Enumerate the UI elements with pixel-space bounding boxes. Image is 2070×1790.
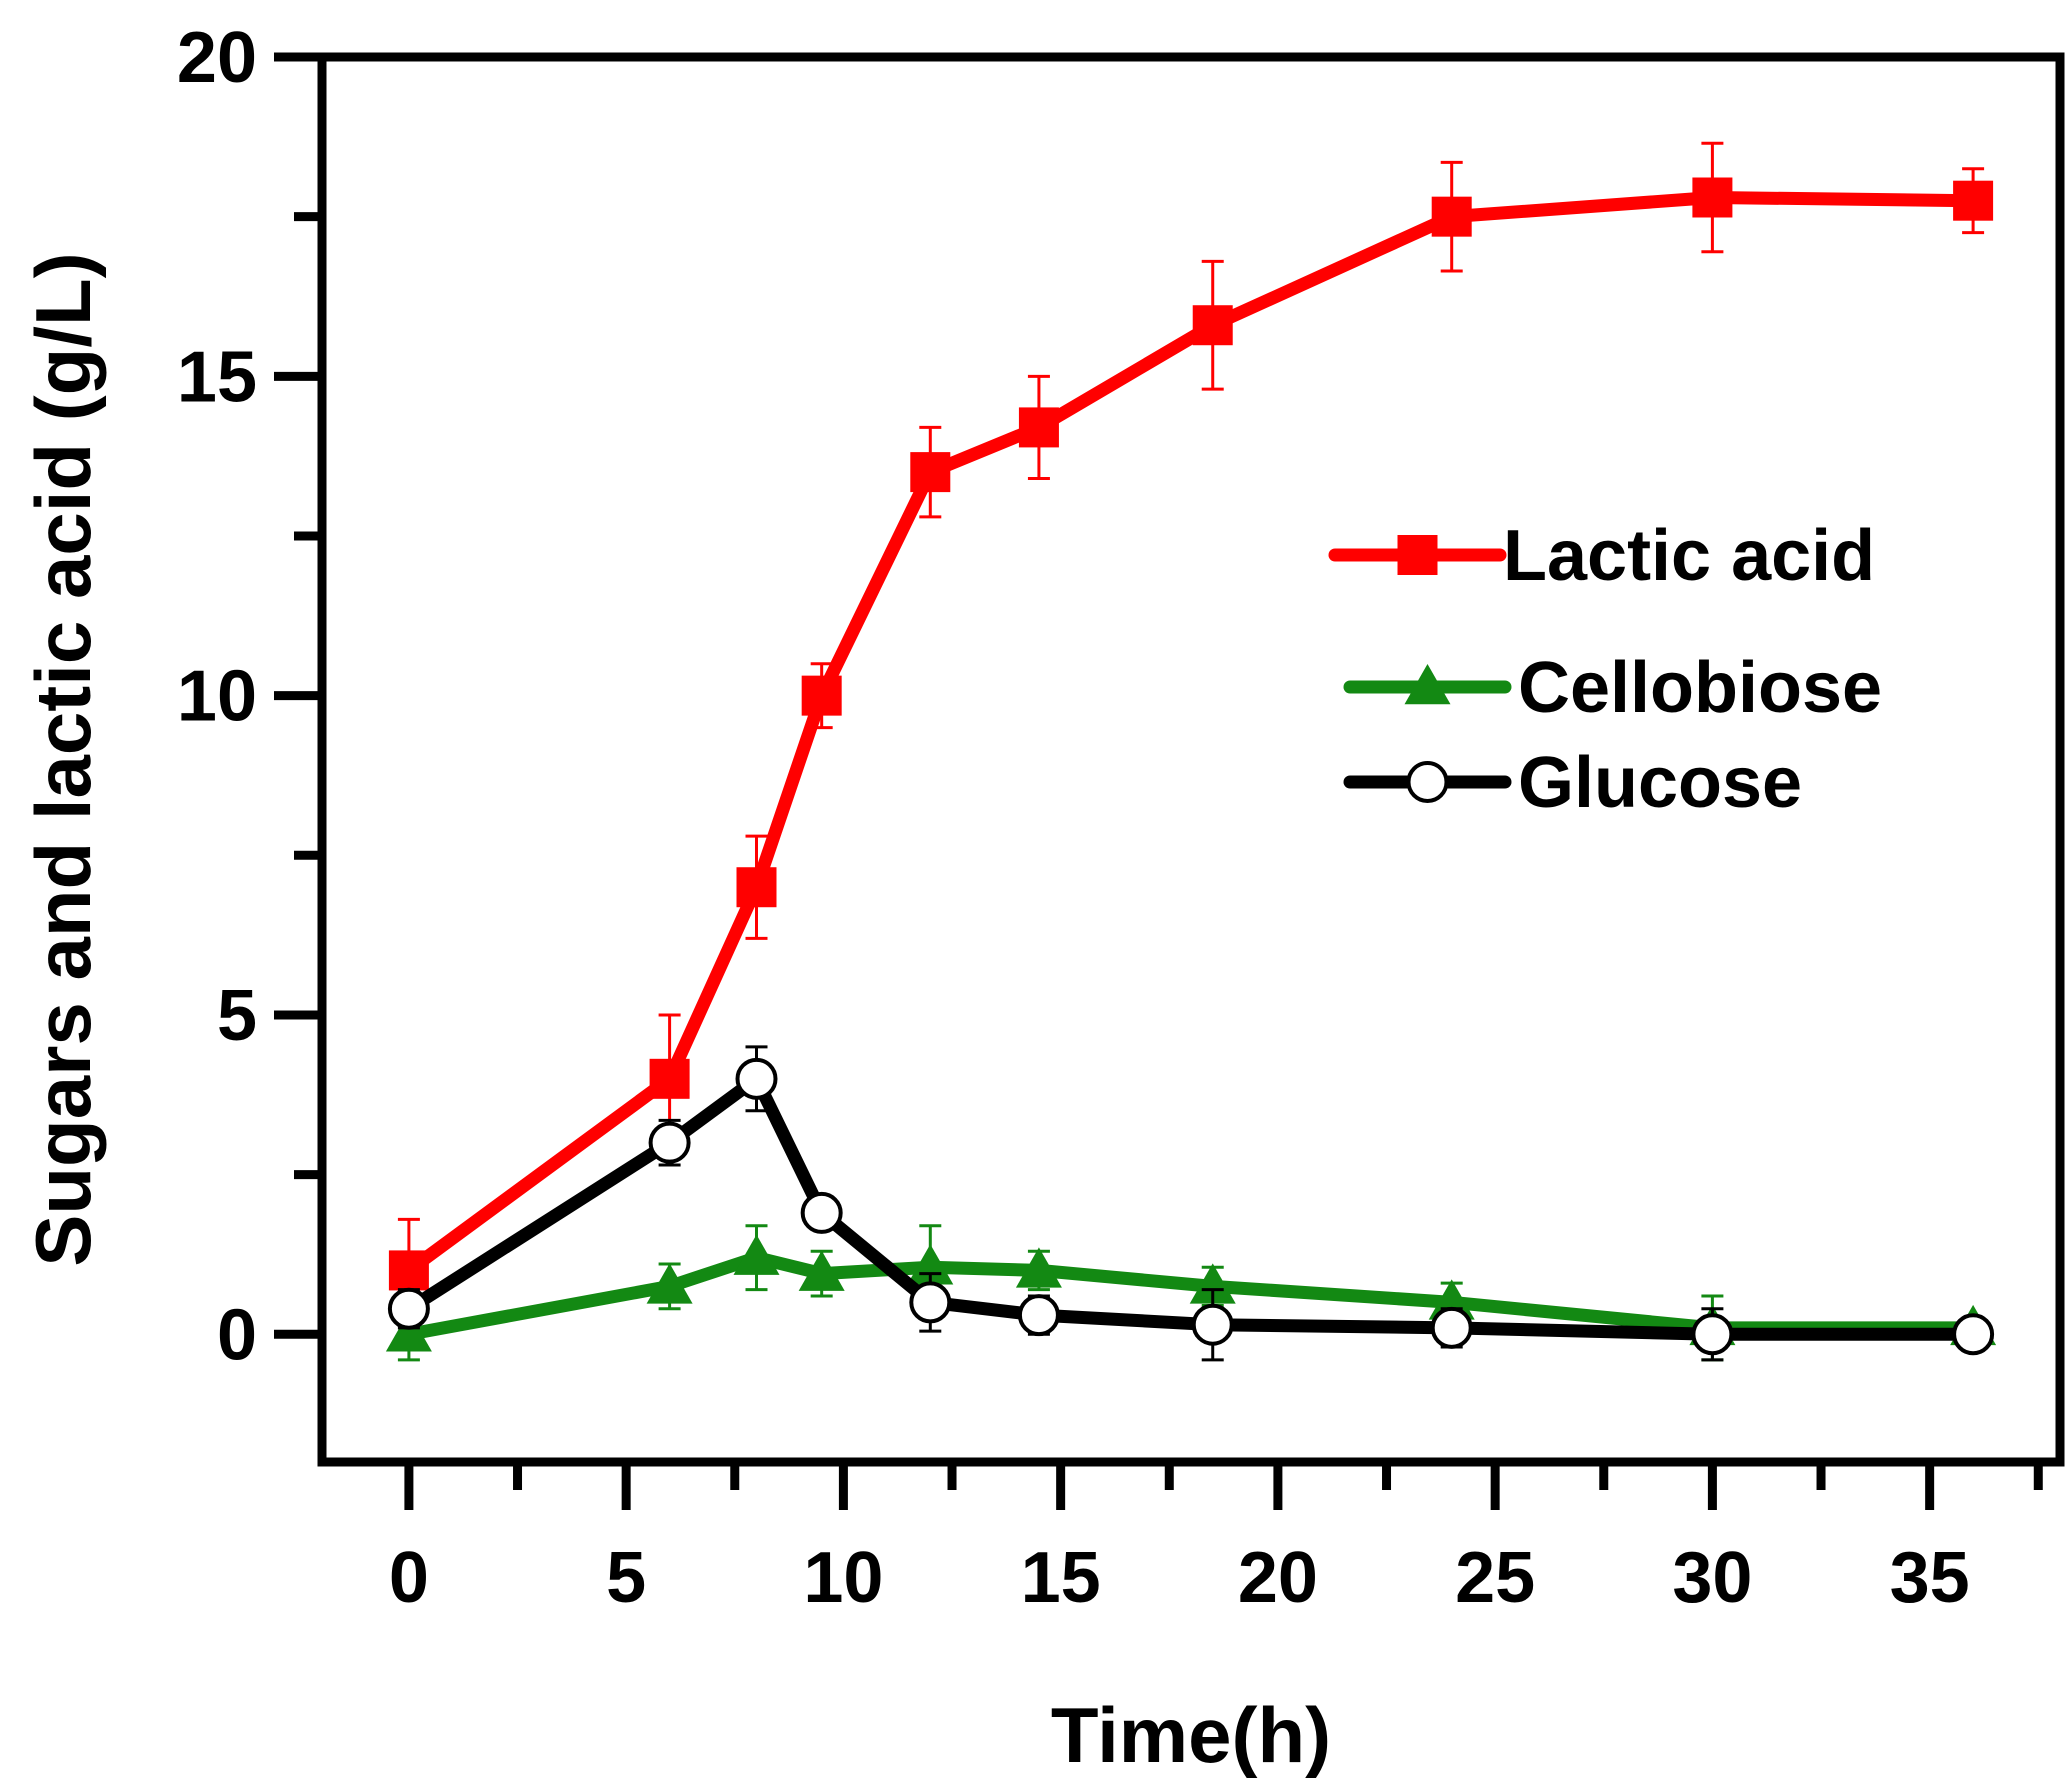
series-line [402,191,1980,1277]
series-lactic-acid [388,141,1994,1323]
legend-label: Glucose [1518,743,1802,823]
legend-label: Cellobiose [1518,648,1882,728]
data-point [735,1057,778,1100]
x-tick-label: 20 [1238,1538,1318,1618]
data-point [1431,196,1472,237]
data-point [648,1121,691,1164]
data-point [910,452,951,493]
data-point [800,1191,843,1234]
legend: Lactic acid Cellobiose Glucose [1328,516,1882,823]
x-tick-label: 25 [1455,1538,1535,1618]
y-tick-label: 0 [217,1295,257,1375]
data-point [909,1281,952,1324]
data-point [1018,407,1059,448]
series-glucose [387,1045,1995,1362]
x-tick-label: 30 [1672,1538,1752,1618]
data-point [1189,1263,1236,1304]
legend-marker [1397,535,1438,575]
data-point [798,1250,845,1291]
y-tick-label: 5 [217,976,257,1056]
data-point [1192,305,1233,346]
data-point [646,1263,693,1304]
x-axis-title: Time(h) [1051,1691,1331,1779]
x-tick-label: 15 [1021,1538,1101,1618]
data-point [1430,1306,1473,1349]
data-point [1952,1313,1995,1356]
data-point [907,1244,954,1285]
data-point [388,1250,429,1291]
series-cellobiose [385,1224,1997,1362]
x-tick-label: 0 [389,1538,429,1618]
y-tick-label: 15 [177,337,257,417]
series-line [402,1251,1980,1341]
data-point [387,1287,430,1330]
data-point [1953,180,1994,221]
y-axis-title: Sugars and lactic acid (g/L) [19,252,107,1266]
series-line [402,1072,1980,1341]
data-point [1191,1303,1234,1346]
data-point [385,1311,432,1352]
legend-label: Lactic acid [1503,516,1875,596]
y-tick-label: 20 [177,18,257,98]
x-tick-label: 10 [803,1538,883,1618]
x-tick-label: 5 [606,1538,646,1618]
data-point [1691,1313,1734,1356]
legend-item: Glucose [1343,743,1802,823]
legend-item: Cellobiose [1343,648,1882,728]
data-point [1017,1294,1060,1337]
data-point [736,867,777,908]
legend-marker [1404,664,1451,705]
data-point [1692,177,1733,218]
legend-marker [1406,761,1449,803]
data-point [1015,1247,1062,1288]
data-point [801,675,842,716]
data-point [1428,1279,1475,1320]
data-point [649,1058,690,1099]
x-tick-label: 35 [1890,1538,1970,1618]
data-point [733,1234,780,1275]
y-tick-label: 10 [177,657,257,737]
legend-item: Lactic acid [1328,516,1875,596]
plot-frame [317,52,2065,1467]
